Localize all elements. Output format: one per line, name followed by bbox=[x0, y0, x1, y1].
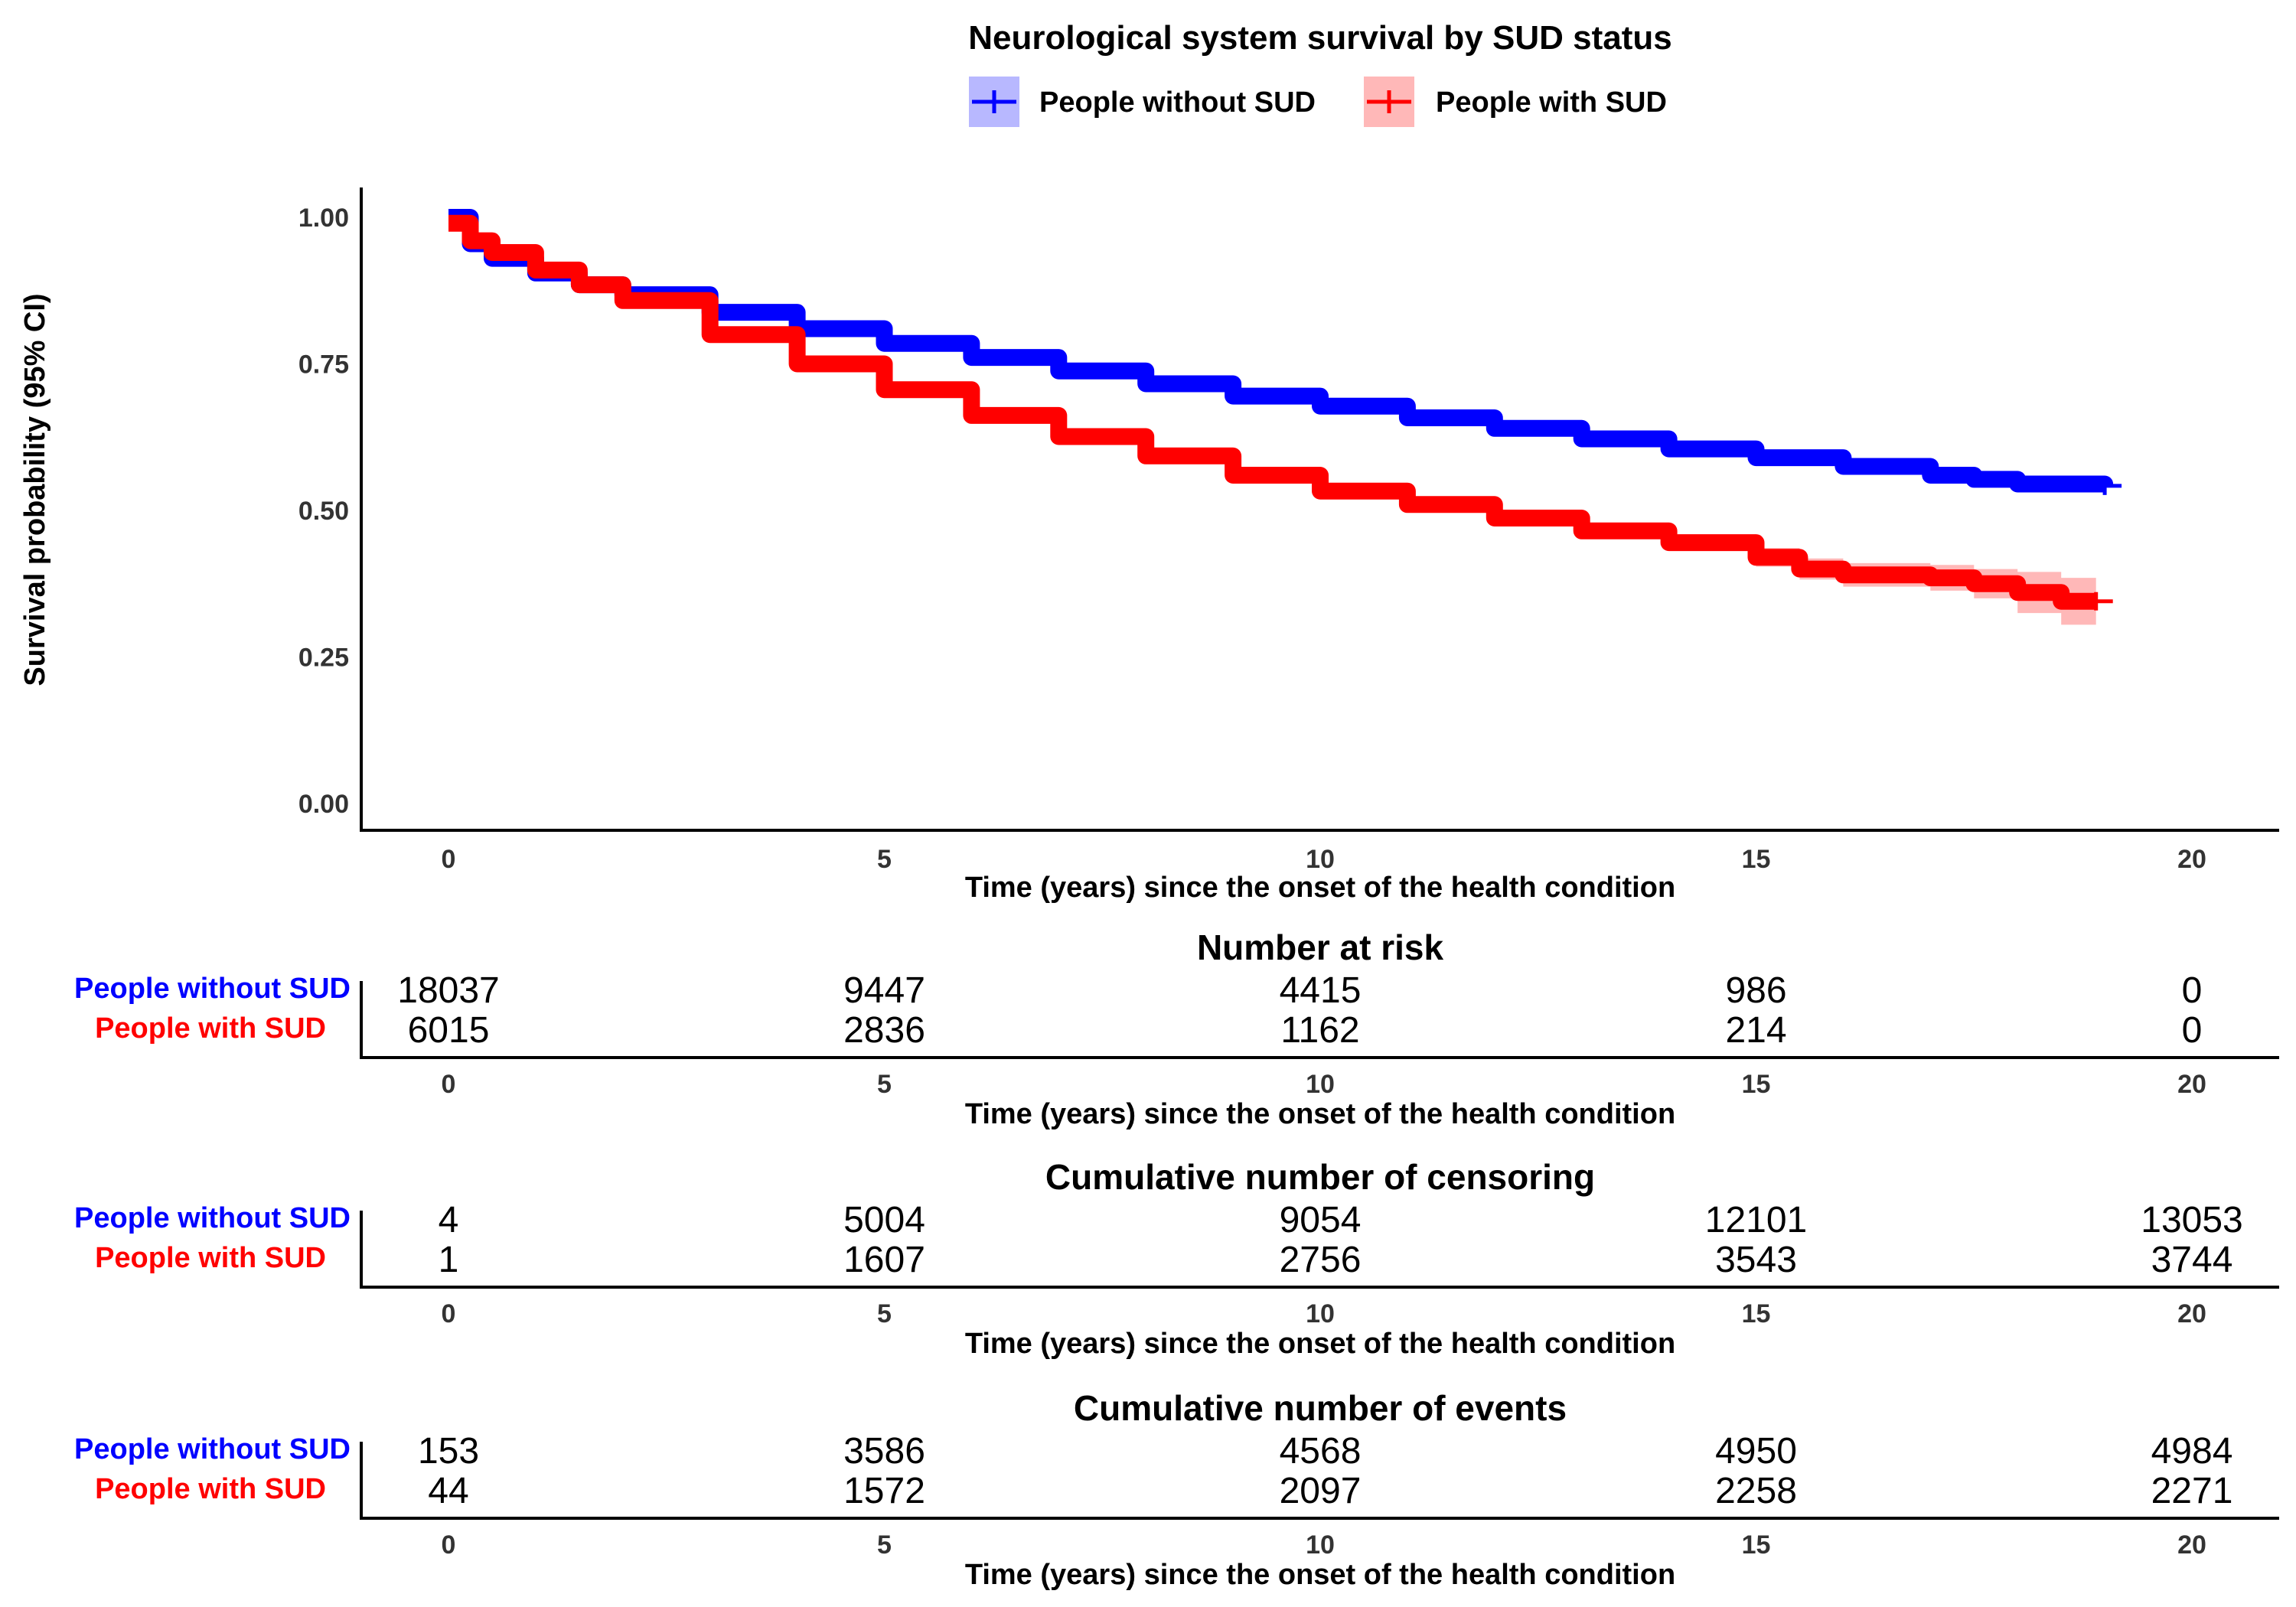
legend-item-with-sud: People with SUD bbox=[1364, 77, 1667, 127]
risk-table-2: Cumulative number of censoring People wit… bbox=[74, 1157, 2279, 1360]
table-x-tick-label: 10 bbox=[1306, 1070, 1335, 1099]
table-cell: 0 bbox=[2182, 1010, 2203, 1051]
y-tick-label: 0.75 bbox=[298, 350, 349, 380]
survival-plot: 0.00 0.25 0.50 0.75 1.00 0 5 10 15 20 Time (year… bbox=[19, 187, 2279, 904]
table-title: Cumulative number of events bbox=[1074, 1388, 1567, 1428]
table-cell: 1572 bbox=[843, 1471, 925, 1511]
table-row-label: People without SUD bbox=[74, 973, 351, 1005]
table-x-axis-title: Time (years) since the onset of the heal… bbox=[965, 1328, 1675, 1360]
table-cell: 986 bbox=[1725, 970, 1786, 1011]
legend: People without SUD People with SUD bbox=[969, 77, 1667, 127]
x-tick-label: 5 bbox=[877, 845, 892, 874]
table-row-label: People with SUD bbox=[95, 1242, 326, 1274]
x-tick-label: 0 bbox=[442, 845, 456, 874]
ci-band-without-sud bbox=[448, 214, 2105, 494]
y-tick-labels: 0.00 0.25 0.50 0.75 1.00 bbox=[298, 204, 349, 819]
table-x-tick-label: 20 bbox=[2177, 1070, 2206, 1099]
table-cell: 3543 bbox=[1715, 1240, 1797, 1280]
table-cell: 4950 bbox=[1715, 1431, 1797, 1472]
risk-table-3: Cumulative number of events People withou… bbox=[74, 1388, 2279, 1591]
legend-label-without-sud: People without SUD bbox=[1039, 86, 1316, 119]
table-cell: 1 bbox=[439, 1240, 459, 1280]
table-x-axis-title: Time (years) since the onset of the heal… bbox=[965, 1559, 1675, 1591]
table-cell: 9447 bbox=[843, 970, 925, 1011]
table-row-label: People without SUD bbox=[74, 1433, 351, 1465]
table-cell: 3586 bbox=[843, 1431, 925, 1472]
table-title: Number at risk bbox=[1197, 927, 1444, 967]
table-cell: 1162 bbox=[1280, 1010, 1359, 1051]
table-row-label: People with SUD bbox=[95, 1012, 326, 1045]
y-axis-title: Survival probability (95% CI) bbox=[19, 293, 51, 686]
table-x-tick-label: 15 bbox=[1742, 1530, 1771, 1560]
legend-label-with-sud: People with SUD bbox=[1436, 86, 1667, 119]
table-x-tick-label: 0 bbox=[442, 1299, 456, 1328]
table-cell: 153 bbox=[418, 1431, 479, 1472]
y-tick-label: 0.00 bbox=[298, 790, 349, 819]
table-row-label: People without SUD bbox=[74, 1202, 351, 1234]
table-x-tick-label: 5 bbox=[877, 1530, 892, 1560]
table-x-tick-label: 5 bbox=[877, 1070, 892, 1099]
table-cell: 4 bbox=[439, 1200, 459, 1240]
table-cell: 0 bbox=[2182, 970, 2203, 1011]
table-x-tick-label: 10 bbox=[1306, 1530, 1335, 1560]
legend-item-without-sud: People without SUD bbox=[969, 77, 1316, 127]
survival-curves bbox=[448, 209, 2122, 611]
table-cell: 2097 bbox=[1280, 1471, 1362, 1511]
table-x-tick-label: 10 bbox=[1306, 1299, 1335, 1328]
table-x-tick-label: 0 bbox=[442, 1530, 456, 1560]
y-tick-label: 1.00 bbox=[298, 204, 349, 233]
chart-title: Neurological system survival by SUD stat… bbox=[968, 19, 1671, 57]
table-x-axis-title: Time (years) since the onset of the heal… bbox=[965, 1098, 1675, 1130]
x-tick-label: 15 bbox=[1742, 845, 1771, 874]
table-x-tick-label: 5 bbox=[877, 1299, 892, 1328]
table-title: Cumulative number of censoring bbox=[1045, 1157, 1595, 1197]
table-x-tick-label: 20 bbox=[2177, 1299, 2206, 1328]
table-cell: 5004 bbox=[843, 1200, 925, 1240]
survival-curve-without-sud bbox=[448, 209, 2114, 493]
survival-curve-with-sud bbox=[448, 214, 2096, 610]
table-cell: 6015 bbox=[408, 1010, 490, 1051]
table-cell: 12101 bbox=[1705, 1200, 1807, 1240]
risk-tables: Number at risk People without SUD 18037 944… bbox=[74, 927, 2279, 1591]
table-cell: 1607 bbox=[843, 1240, 925, 1280]
table-row-label: People with SUD bbox=[95, 1473, 326, 1505]
table-x-tick-label: 0 bbox=[442, 1070, 456, 1099]
table-cell: 2756 bbox=[1280, 1240, 1362, 1280]
table-cell: 18037 bbox=[397, 970, 499, 1011]
table-x-tick-label: 15 bbox=[1742, 1299, 1771, 1328]
table-cell: 2271 bbox=[2151, 1471, 2233, 1511]
table-cell: 214 bbox=[1725, 1010, 1786, 1051]
y-tick-label: 0.25 bbox=[298, 644, 349, 673]
table-cell: 9054 bbox=[1280, 1200, 1362, 1240]
x-tick-label: 20 bbox=[2177, 845, 2206, 874]
table-cell: 13053 bbox=[2141, 1200, 2242, 1240]
table-x-tick-label: 15 bbox=[1742, 1070, 1771, 1099]
x-tick-label: 10 bbox=[1306, 845, 1335, 874]
confidence-bands bbox=[448, 214, 2105, 625]
table-cell: 4415 bbox=[1280, 970, 1362, 1011]
table-cell: 2258 bbox=[1715, 1471, 1797, 1511]
table-cell: 4568 bbox=[1280, 1431, 1362, 1472]
y-tick-label: 0.50 bbox=[298, 497, 349, 526]
table-cell: 4984 bbox=[2151, 1431, 2233, 1472]
table-cell: 3744 bbox=[2151, 1240, 2233, 1280]
risk-table-1: Number at risk People without SUD 18037 944… bbox=[74, 927, 2279, 1130]
x-axis-title: Time (years) since the onset of the heal… bbox=[965, 872, 1675, 904]
table-cell: 2836 bbox=[843, 1010, 925, 1051]
table-x-tick-label: 20 bbox=[2177, 1530, 2206, 1560]
x-tick-labels: 0 5 10 15 20 bbox=[442, 845, 2206, 874]
table-cell: 44 bbox=[428, 1471, 468, 1511]
